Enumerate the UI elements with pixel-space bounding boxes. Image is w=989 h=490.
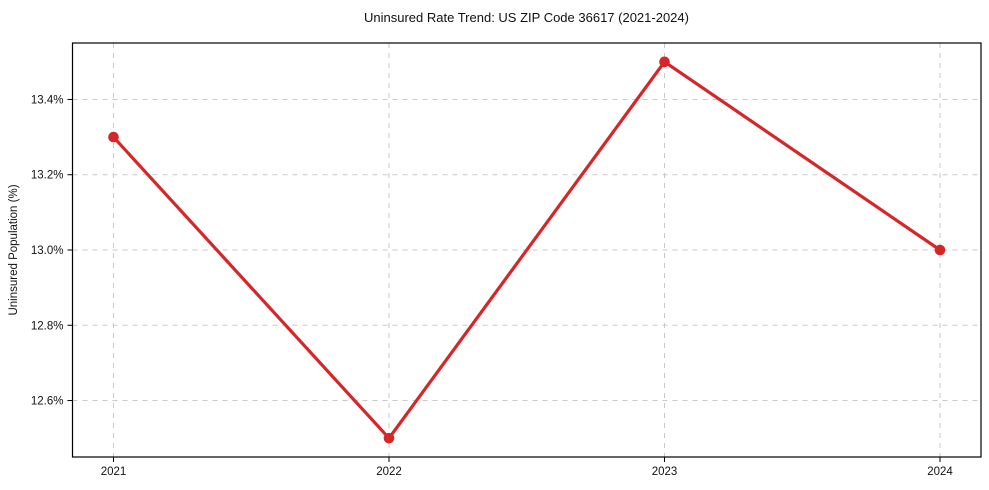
data-point-2021: [108, 131, 119, 143]
y-tick-label: 12.8%: [31, 320, 64, 332]
data-point-2024: [934, 244, 946, 256]
x-tick-label: 2021: [101, 466, 127, 478]
y-tick-label: 13.0%: [31, 245, 64, 257]
data-point-2022: [383, 432, 395, 444]
y-tick-label: 13.2%: [31, 170, 64, 182]
x-tick-label: 2023: [652, 466, 678, 478]
y-tick-label: 12.6%: [31, 396, 64, 408]
x-tick-label: 2024: [927, 466, 953, 478]
y-tick-label: 13.4%: [31, 94, 64, 106]
data-point-2023: [659, 56, 670, 68]
x-tick-label: 2022: [376, 466, 402, 478]
data-line: [111, 59, 942, 441]
chart-title: Uninsured Rate Trend: US ZIP Code 36617 …: [364, 10, 689, 25]
